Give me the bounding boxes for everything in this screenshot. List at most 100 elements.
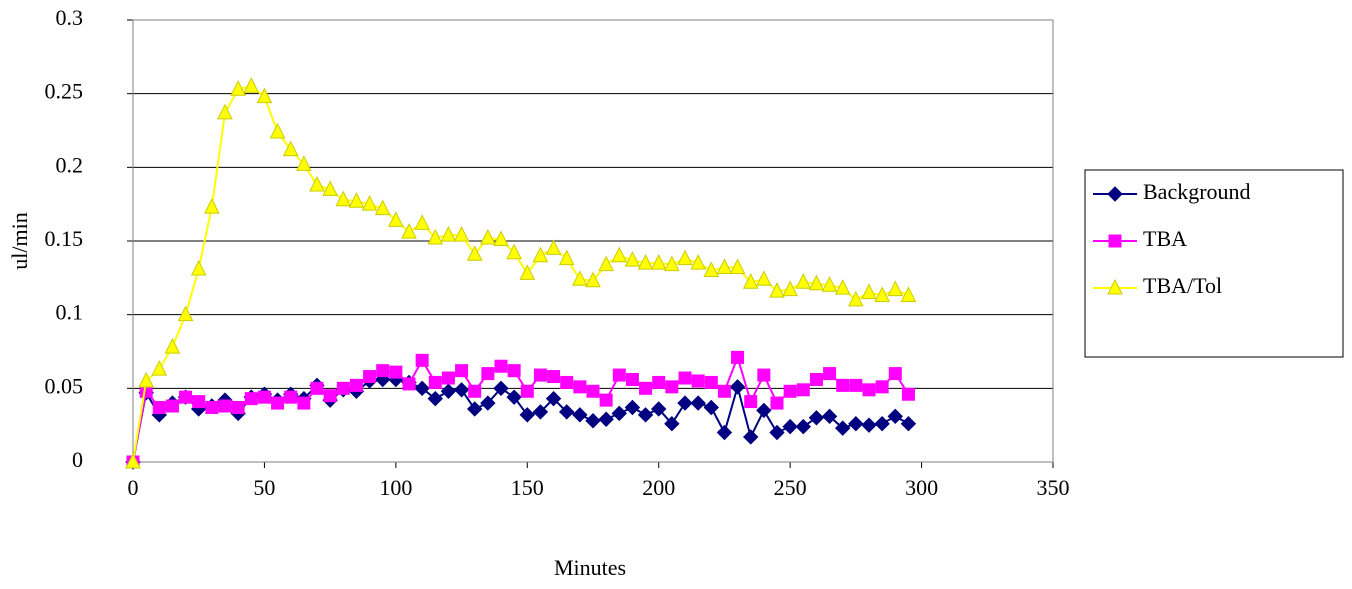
x-tick-label: 250 [774,475,807,500]
marker [703,261,720,277]
marker [204,197,220,214]
marker [782,280,798,297]
marker [453,225,470,242]
marker [520,384,534,398]
marker [572,270,588,286]
marker [244,392,258,406]
marker [322,180,338,196]
x-tick-label: 0 [128,475,139,500]
x-tick-label: 100 [379,475,412,500]
marker [809,372,823,386]
marker [190,259,207,276]
marker [678,371,692,385]
marker [769,424,785,441]
marker [612,368,626,382]
marker [862,383,876,397]
marker [624,251,641,267]
y-tick-label: 0.1 [56,300,84,325]
marker [834,279,851,295]
y-tick-label: 0 [72,447,83,472]
marker [493,380,509,397]
marker [138,371,154,388]
marker [560,375,574,389]
marker [480,228,496,245]
marker [888,367,902,381]
marker [205,400,219,414]
legend-marker [1107,278,1123,295]
marker [744,395,758,409]
marker [519,264,536,280]
marker [836,378,850,392]
x-tick-label: 300 [905,475,938,500]
marker [533,368,547,382]
marker [310,381,324,395]
marker [875,380,889,394]
marker [598,255,614,272]
marker [625,372,639,386]
x-axis-label: Minutes [554,555,626,580]
marker [125,452,141,469]
marker [742,273,759,289]
marker [453,382,470,398]
marker [494,359,508,373]
marker [480,395,496,411]
marker [545,239,562,255]
marker [795,273,812,289]
marker [637,407,654,423]
y-tick-label: 0.25 [45,79,84,104]
marker [599,393,613,407]
marker [532,246,549,263]
marker [586,384,600,398]
marker [179,390,193,404]
marker [756,402,772,419]
marker [808,410,825,426]
marker [650,253,667,270]
marker [192,395,206,409]
legend-marker [1108,234,1122,248]
y-axis-label: ul/min [7,212,32,269]
marker [598,411,614,427]
marker [335,190,352,207]
marker [665,380,679,394]
marker [230,80,246,96]
marker [887,280,904,297]
marker [900,286,917,303]
marker [782,418,798,435]
marker [282,140,299,157]
marker [823,367,837,381]
marker [861,417,877,433]
plot-frame [132,19,1054,463]
marker [269,122,286,139]
marker [309,175,325,192]
marker [414,214,430,230]
marker [440,383,457,399]
marker [297,396,311,410]
marker [440,225,457,242]
marker [218,399,232,413]
marker [455,364,469,378]
legend-marker [1107,186,1123,202]
marker [821,276,838,292]
marker [677,249,693,266]
marker [769,281,785,298]
marker [559,404,575,420]
marker [703,399,719,416]
marker [271,396,285,410]
marker [624,399,641,416]
y-tick-label: 0.2 [56,152,84,177]
marker [348,192,365,208]
legend-box [1084,169,1344,358]
marker [849,378,863,392]
marker [361,195,378,211]
marker [231,400,245,414]
marker [284,390,298,404]
marker [243,77,260,93]
marker [572,407,588,423]
marker [716,424,733,441]
marker [257,390,271,404]
marker [151,360,168,376]
marker [848,290,864,307]
marker [874,286,890,303]
marker [493,230,509,247]
